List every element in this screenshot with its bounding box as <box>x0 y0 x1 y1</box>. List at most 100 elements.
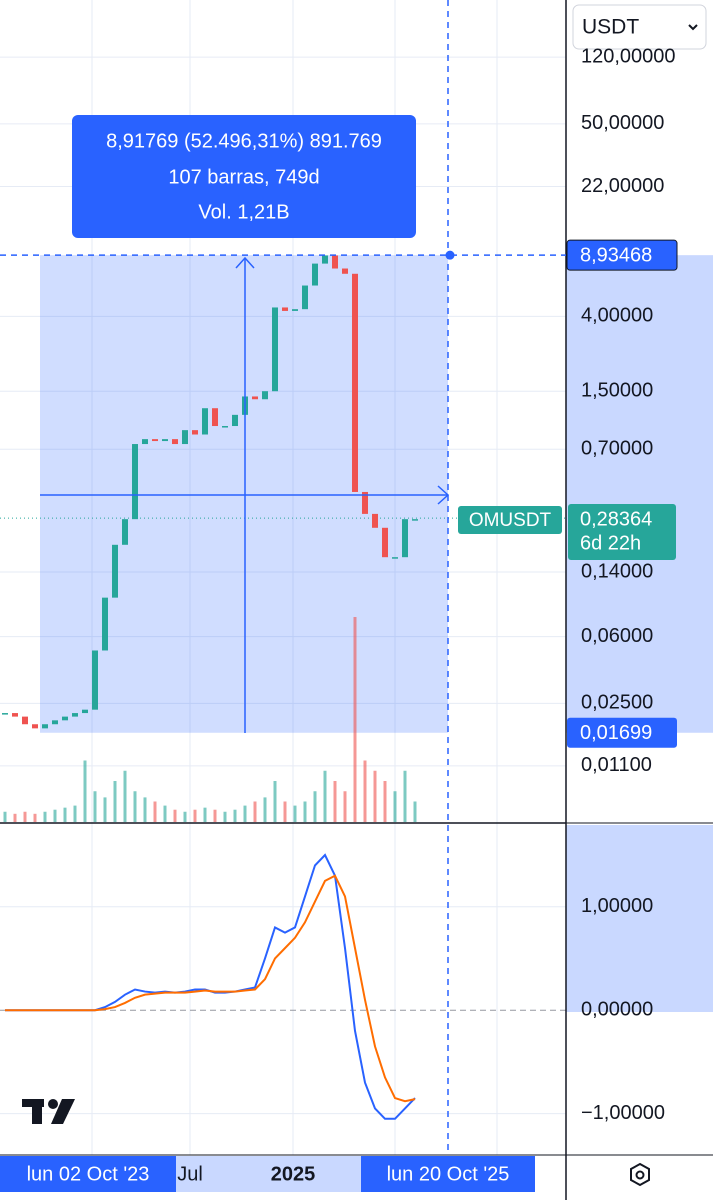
candle <box>302 285 308 310</box>
y-tick-label: 120,00000 <box>581 45 676 67</box>
candle <box>282 307 288 311</box>
volume-bar <box>153 801 157 822</box>
candle <box>402 519 408 558</box>
time-range-shade <box>176 1156 361 1192</box>
marks <box>0 255 566 1120</box>
volume-bar <box>3 811 7 822</box>
candle <box>342 268 348 274</box>
candle <box>2 713 8 715</box>
measure-axis-shade <box>566 255 713 733</box>
high-chip <box>566 239 678 271</box>
currency[interactable]: USDT <box>582 16 639 39</box>
time-end: lun 20 Oct '25 <box>387 1163 510 1185</box>
candle <box>372 513 378 528</box>
volume-bar <box>133 791 137 822</box>
last-price: 0,28364 <box>580 508 652 530</box>
volume-bar <box>13 813 17 822</box>
volume-bar <box>203 807 207 822</box>
measure-box <box>40 255 448 733</box>
volume-bar <box>383 781 387 822</box>
candle <box>132 444 138 520</box>
crosshair-dot <box>445 250 455 260</box>
volume-bar <box>83 760 87 822</box>
candle <box>32 724 38 729</box>
volume-bar <box>103 797 107 822</box>
candle <box>172 439 178 445</box>
volume-bar <box>293 805 297 822</box>
volume-bar <box>273 781 277 822</box>
volume-bar <box>53 809 57 822</box>
y-tick-label: 0,70000 <box>581 438 653 460</box>
volume-bar <box>163 805 167 822</box>
candle <box>182 430 188 445</box>
candle <box>322 255 328 264</box>
volume-bar <box>263 797 267 822</box>
candle <box>22 716 28 725</box>
volume-bar <box>303 801 307 822</box>
volume-bar <box>123 770 127 822</box>
candle <box>262 391 268 400</box>
countdown: 6d 22h <box>580 532 641 554</box>
volume-bar <box>253 801 257 822</box>
y-tick-label: 1,00000 <box>581 895 653 917</box>
volume-bar <box>243 805 247 822</box>
volume-bar <box>353 617 357 822</box>
y-tick-label: 0,14000 <box>581 560 653 582</box>
candle <box>412 519 418 521</box>
volume-bar <box>233 809 237 822</box>
volume-bar <box>93 791 97 822</box>
candle <box>12 713 18 717</box>
time-start: lun 02 Oct '23 <box>27 1163 150 1185</box>
tooltip-line: 107 barras, 749d <box>168 166 319 188</box>
candle <box>392 557 398 559</box>
low-label: 0,01699 <box>580 722 652 744</box>
candle <box>292 309 298 311</box>
volume-bar <box>213 809 217 822</box>
y-tick-label: 50,00000 <box>581 112 664 134</box>
volume-bar <box>113 781 117 822</box>
candle <box>42 724 48 729</box>
volume-bar <box>393 791 397 822</box>
macd-line <box>5 874 416 1103</box>
candle <box>102 597 108 651</box>
high-label: 8,93468 <box>580 244 652 266</box>
time-start-chip <box>0 1156 176 1192</box>
candle <box>142 439 148 445</box>
candle <box>202 408 208 435</box>
symbol: OMUSDT <box>469 510 552 531</box>
volume-bar <box>343 791 347 822</box>
volume-bar <box>223 811 227 822</box>
volume-bar <box>363 760 367 822</box>
y-tick-label: 0,01100 <box>581 754 652 776</box>
y-tick-label: 22,00000 <box>581 175 664 197</box>
y-tick-label: 0,00000 <box>581 998 653 1020</box>
volume-bar <box>373 770 377 822</box>
last-price-chip <box>568 504 676 560</box>
low-chip <box>567 717 677 748</box>
currency-select[interactable]: USDT <box>572 4 707 50</box>
candle <box>352 273 358 492</box>
candle <box>312 263 318 286</box>
volume-bar <box>73 805 77 822</box>
volume-bar <box>333 781 337 822</box>
volume-bar <box>23 811 27 822</box>
candle <box>112 544 118 598</box>
candle <box>382 527 388 558</box>
y-tick-label: 0,06000 <box>581 625 653 647</box>
tooltip-line: Vol. 1,21B <box>198 201 289 223</box>
candle <box>222 426 228 428</box>
y-tick-label: 4,00000 <box>581 305 653 327</box>
y-tick-label: 1,50000 <box>581 379 653 401</box>
tooltip-line: 8,91769 (52.496,31%) 891.769 <box>106 130 382 152</box>
volume-bar <box>403 770 407 822</box>
volume-bar <box>283 801 287 822</box>
candle <box>122 519 128 545</box>
settings-button[interactable] <box>630 1162 650 1187</box>
y-tick-label: 0,02500 <box>581 692 653 714</box>
tv-logo <box>22 1099 75 1124</box>
volume-bar <box>33 813 37 822</box>
y-tick-label: −1,00000 <box>581 1102 665 1124</box>
volume-bar <box>323 770 327 822</box>
candle <box>332 255 338 269</box>
